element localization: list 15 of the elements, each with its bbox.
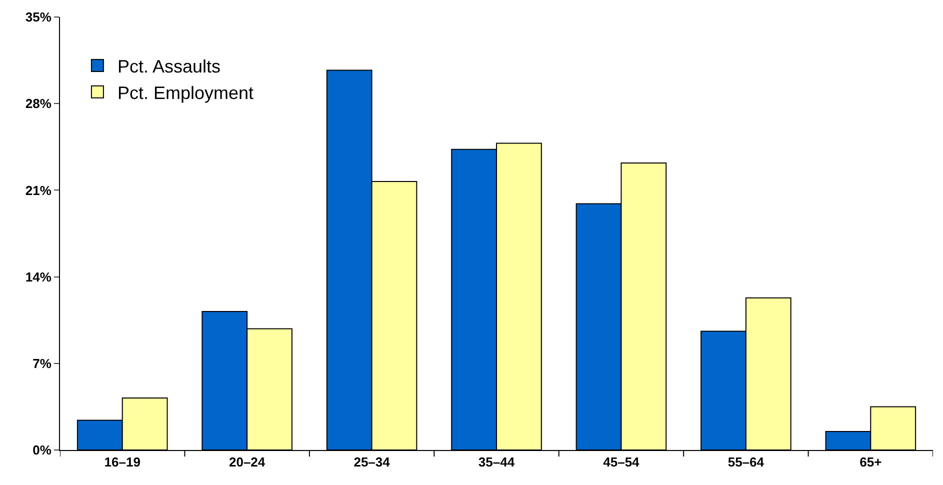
x-tick-label: 55–64 [728, 454, 765, 470]
x-tick-label: 25–34 [354, 454, 391, 470]
y-tick-label: 7% [32, 356, 52, 371]
y-tick-label: 21% [25, 182, 52, 198]
x-tick-label: 45–54 [603, 454, 640, 470]
x-tick-label: 16–19 [104, 454, 140, 470]
legend-label: Pct. Employment [117, 82, 254, 103]
x-tick-label: 65+ [860, 454, 882, 470]
y-tick-label: 35% [25, 10, 52, 25]
x-tick-label: 20–24 [228, 454, 266, 470]
x-tick-label: 35–44 [478, 454, 516, 470]
y-tick-label: 0% [32, 442, 52, 458]
legend-label: Pct. Assaults [117, 56, 221, 77]
y-tick-label: 28% [25, 96, 52, 112]
y-tick-label: 14% [25, 269, 52, 284]
